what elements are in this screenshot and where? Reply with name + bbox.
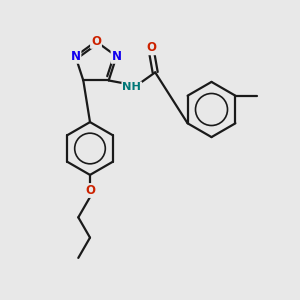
Text: O: O xyxy=(147,41,157,54)
Text: NH: NH xyxy=(122,82,141,92)
Text: N: N xyxy=(70,50,80,63)
Text: N: N xyxy=(112,50,122,63)
Text: O: O xyxy=(91,35,101,48)
Text: O: O xyxy=(85,184,95,197)
